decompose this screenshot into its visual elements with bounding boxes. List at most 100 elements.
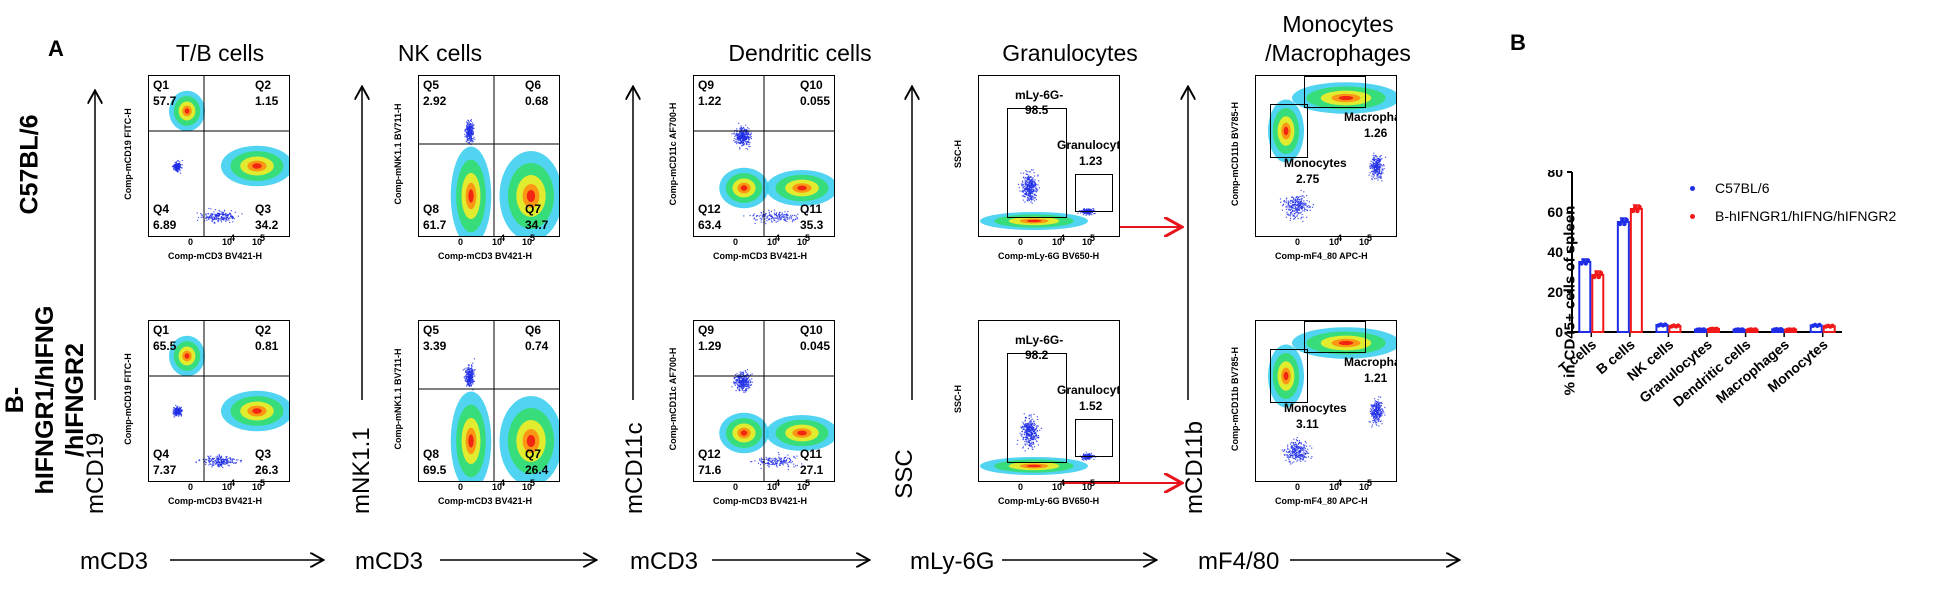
flow-x-tick: 0 [458, 482, 463, 492]
event-cloud [750, 452, 802, 470]
data-point [1637, 205, 1641, 209]
quadrant-value: 0.68 [525, 94, 548, 108]
quadrant-value: 27.1 [800, 463, 823, 477]
flow-x-tick: 5 [1090, 233, 1095, 243]
quadrant-value: 57.7 [153, 94, 176, 108]
legend-dot-c57 [1690, 186, 1695, 191]
x-axis-word-tb: mCD3 [80, 548, 148, 576]
data-point [1620, 218, 1624, 222]
gate-value-neg: 98.2 [1025, 348, 1048, 362]
density-core [527, 190, 535, 202]
event-cloud [464, 119, 475, 145]
data-point [1792, 327, 1796, 331]
legend-label-hum: B-hIFNGR1/hIFNG/hIFNGR2 [1715, 208, 1896, 224]
x-axis-word-gran: mLy-6G [910, 548, 994, 576]
y-axis-word-tb: mCD19 [82, 434, 110, 514]
panel-letter-a: A [48, 36, 64, 62]
data-point [1702, 327, 1706, 331]
gate-granulocytes [1075, 419, 1113, 457]
quadrant-label: Q6 [525, 323, 541, 337]
data-point [1599, 271, 1603, 275]
quadrant-label: Q10 [800, 323, 823, 337]
event-cloud [1369, 396, 1386, 427]
quadrant-value: 34.2 [255, 218, 278, 232]
gate-granulocytes [1075, 174, 1113, 212]
legend-label-c57: C57BL/6 [1715, 180, 1769, 196]
gate-monocytes [1270, 104, 1308, 158]
quadrant-label: Q7 [525, 202, 541, 216]
flow-y-axis-title: Comp-mCD19 FITC-H [123, 84, 133, 224]
flow-x-axis-title: Comp-mLy-6G BV650-H [998, 251, 1099, 261]
quadrant-label: Q3 [255, 202, 271, 216]
quadrant-label: Q3 [255, 447, 271, 461]
quadrant-label: Q8 [423, 202, 439, 216]
bar-chart-ylabel: % in CD45+ cells of spleen [1562, 176, 1579, 426]
data-point [1817, 323, 1821, 327]
legend-item-hum: B-hIFNGR1/hIFNG/hIFNGR2 [1690, 208, 1896, 224]
flow-y-axis-title: Comp-mNK1.1 BV711-H [393, 84, 403, 224]
y-axis-word-nk: mNK1.1 [348, 434, 376, 514]
event-cloud [731, 369, 752, 393]
density-core [1027, 465, 1041, 467]
event-cloud [451, 147, 492, 237]
flow-y-axis-title: Comp-mCD11b BV785-H [1230, 329, 1240, 469]
flow-x-tick: 4 [1060, 233, 1065, 243]
event-cloud [719, 413, 769, 454]
flow-y-axis-title: Comp-mNK1.1 BV711-H [393, 329, 403, 469]
density-core [468, 189, 473, 202]
data-point [1633, 205, 1637, 209]
data-point [1586, 258, 1590, 262]
quadrant-label: Q9 [698, 323, 714, 337]
gate-value-gran: 1.52 [1079, 399, 1102, 413]
column-title-tb: T/B cells [150, 40, 290, 67]
y-axis-word-dc: mCD11c [621, 434, 649, 514]
flow-x-tick: 0 [1295, 482, 1300, 492]
event-cloud [1282, 437, 1313, 464]
flow-x-tick: 0 [733, 482, 738, 492]
flow-y-axis-title: Comp-mCD11c AF700-H [668, 329, 678, 469]
gate-label-mac: Macrophages [1344, 110, 1397, 124]
gate-value-mac: 1.26 [1364, 126, 1387, 140]
event-cloud [743, 210, 808, 225]
row-label-c57: C57BL/6 [16, 115, 45, 215]
flow-x-axis-title: Comp-mF4_80 APC-H [1275, 251, 1368, 261]
x-axis-word-dc: mCD3 [630, 548, 698, 576]
flow-x-axis-title: Comp-mCD3 BV421-H [713, 251, 807, 261]
quadrant-label: Q12 [698, 202, 721, 216]
event-cloud [731, 123, 752, 150]
quadrant-value: 7.37 [153, 463, 176, 477]
flow-x-axis-title: Comp-mCD3 BV421-H [713, 496, 807, 506]
flow-x-axis-title: Comp-mCD3 BV421-H [168, 251, 262, 261]
flow-x-tick: 4 [775, 478, 780, 488]
gate-macrophages [1304, 76, 1366, 108]
data-point [1594, 271, 1598, 275]
data-point [1592, 275, 1596, 279]
gate-value-gran: 1.23 [1079, 154, 1102, 168]
quadrant-value: 2.92 [423, 94, 446, 108]
data-point [1740, 327, 1744, 331]
quadrant-value: 1.15 [255, 94, 278, 108]
quadrant-label: Q8 [423, 447, 439, 461]
flow-x-axis-title: Comp-mLy-6G BV650-H [998, 496, 1099, 506]
flow-x-tick: 5 [805, 478, 810, 488]
flow-x-tick: 0 [458, 237, 463, 247]
quadrant-label: Q12 [698, 447, 721, 461]
y-axis-word-gran: SSC [891, 449, 919, 499]
flow-x-tick: 4 [1337, 478, 1342, 488]
y-axis-word-mono: mCD11b [1181, 434, 1209, 514]
gate-ly6g-neg [1007, 353, 1067, 463]
quadrant-value: 26.3 [255, 463, 278, 477]
flow-y-axis-title: Comp-mCD11b BV785-H [1230, 84, 1240, 224]
density-core [527, 435, 535, 447]
flow-y-axis-title: SSC-H [953, 84, 963, 224]
density-core [741, 185, 748, 190]
legend-dot-hum [1690, 214, 1695, 219]
event-cloud [173, 405, 183, 418]
quadrant-value: 6.89 [153, 218, 176, 232]
